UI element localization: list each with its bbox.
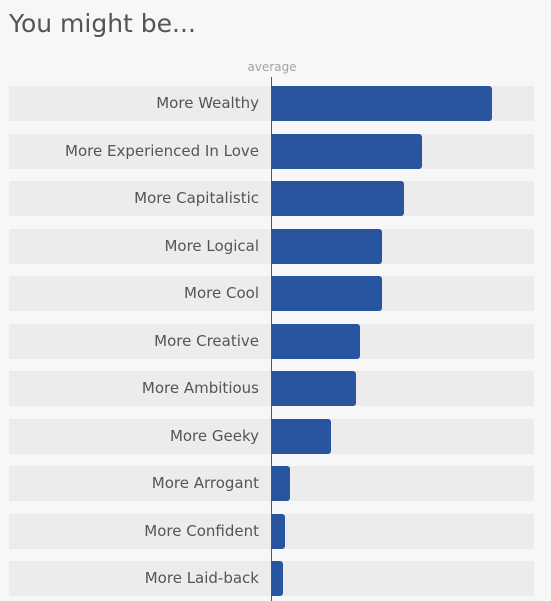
bar (272, 418, 332, 454)
bar (272, 323, 360, 359)
category-label: More Cool (184, 284, 259, 302)
bar (272, 466, 290, 501)
bar (272, 228, 382, 264)
category-label: More Capitalistic (134, 189, 259, 207)
page-title: You might be... (9, 9, 196, 38)
category-label: More Ambitious (141, 379, 259, 397)
category-label: More Geeky (169, 426, 259, 445)
category-label: More Creative (154, 331, 259, 350)
bar (272, 86, 492, 121)
category-label: More Logical (164, 236, 259, 255)
bar (272, 561, 283, 596)
average-line (271, 77, 272, 601)
bar (272, 371, 356, 406)
average-label: average (247, 60, 297, 74)
category-label: More Wealthy (156, 94, 259, 112)
category-label: More Confident (144, 521, 259, 540)
bar (272, 133, 422, 169)
bar (272, 181, 404, 216)
category-label: More Arrogant (151, 474, 259, 492)
bar (272, 276, 382, 311)
category-label: More Laid-back (144, 569, 259, 587)
bar (272, 513, 286, 549)
category-label: More Experienced In Love (65, 141, 259, 160)
